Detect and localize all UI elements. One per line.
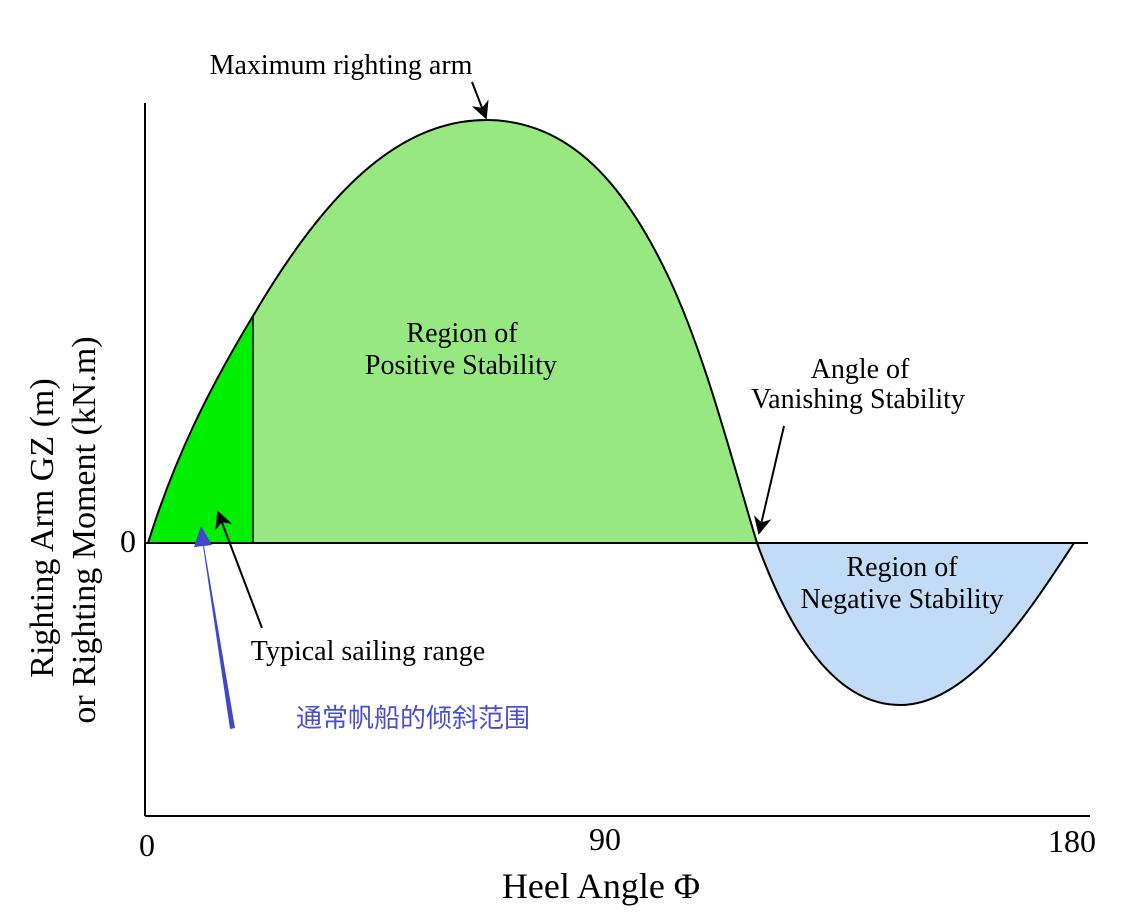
typical-sailing-range-arrow [215,510,263,629]
sailing-range-cn-arrow [194,526,235,729]
typical-sailing-range-label: Typical sailing range [251,636,485,667]
vanishing-stability-arrow [753,425,785,535]
negative-region-label-line2: Negative Stability [801,584,1004,615]
positive-stability-region [148,120,757,543]
y-axis-label-line1: Righting Arm GZ (m) [24,378,61,677]
y-axis-label-line2: or Righting Moment (kN.m) [66,336,103,723]
negative-region-label-line1: Region of [846,552,958,583]
sailing-range-cn-label: 通常帆船的倾斜范围 [296,704,530,734]
vanishing-stability-label-line1: Angle of [811,354,910,385]
vanishing-stability-label-line2: Vanishing Stability [751,384,965,415]
positive-region-label-line1: Region of [406,318,518,349]
righting-arm-curve [147,118,1075,707]
x-tick-label-180: 180 [1048,823,1096,859]
y-tick-label-0: 0 [120,523,136,559]
max-righting-arm-arrow [471,81,489,120]
typical-sailing-range-region [148,316,253,543]
x-tick-label-0: 0 [139,827,155,863]
positive-region-label-line2: Positive Stability [365,350,557,381]
negative-stability-region [757,543,1074,705]
max-righting-arm-label: Maximum righting arm [210,50,473,81]
x-tick-label-90: 90 [589,821,621,857]
x-axis-label: Heel Angle Φ [502,866,700,906]
